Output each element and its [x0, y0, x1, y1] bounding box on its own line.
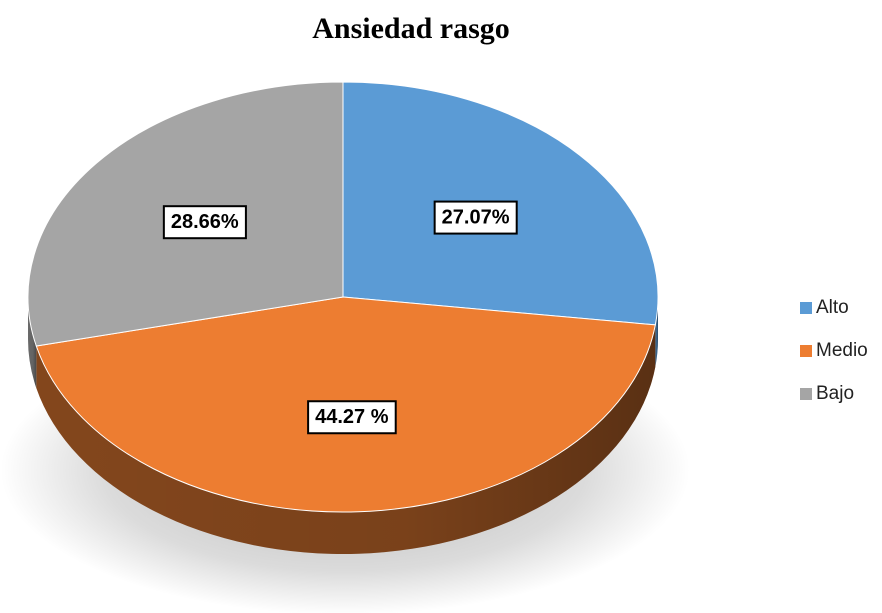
legend-item-alto: Alto	[800, 296, 868, 319]
legend-item-bajo: Bajo	[800, 382, 868, 405]
data-label-text-alto: 27.07%	[442, 207, 510, 229]
legend-item-medio: Medio	[800, 339, 868, 362]
legend: Alto Medio Bajo	[800, 296, 868, 425]
data-label-box-bajo	[162, 205, 247, 240]
pie-labels: 27.07% 44.27 % 28.66%	[162, 200, 518, 435]
data-label-box-medio	[307, 400, 397, 435]
data-label-text-bajo: 28.66%	[171, 211, 239, 233]
chart-title: Ansiedad rasgo	[312, 12, 510, 45]
data-label-medio: 44.27 %	[307, 400, 397, 435]
legend-swatch-bajo	[800, 387, 812, 400]
legend-swatch-alto	[800, 301, 812, 314]
legend-swatch-medio	[800, 344, 812, 357]
legend-label-alto: Alto	[816, 296, 849, 318]
legend-label-medio: Medio	[816, 339, 868, 361]
data-label-bajo: 28.66%	[162, 205, 247, 240]
pie-side-shade-bajo	[28, 297, 37, 389]
data-label-alto: 27.07%	[433, 200, 518, 235]
pie-top	[27, 81, 659, 513]
data-label-text-medio: 44.27 %	[315, 406, 389, 428]
legend-label-bajo: Bajo	[816, 382, 855, 404]
data-label-box-alto	[433, 200, 518, 235]
pie-side-shade-medio	[36, 324, 656, 555]
